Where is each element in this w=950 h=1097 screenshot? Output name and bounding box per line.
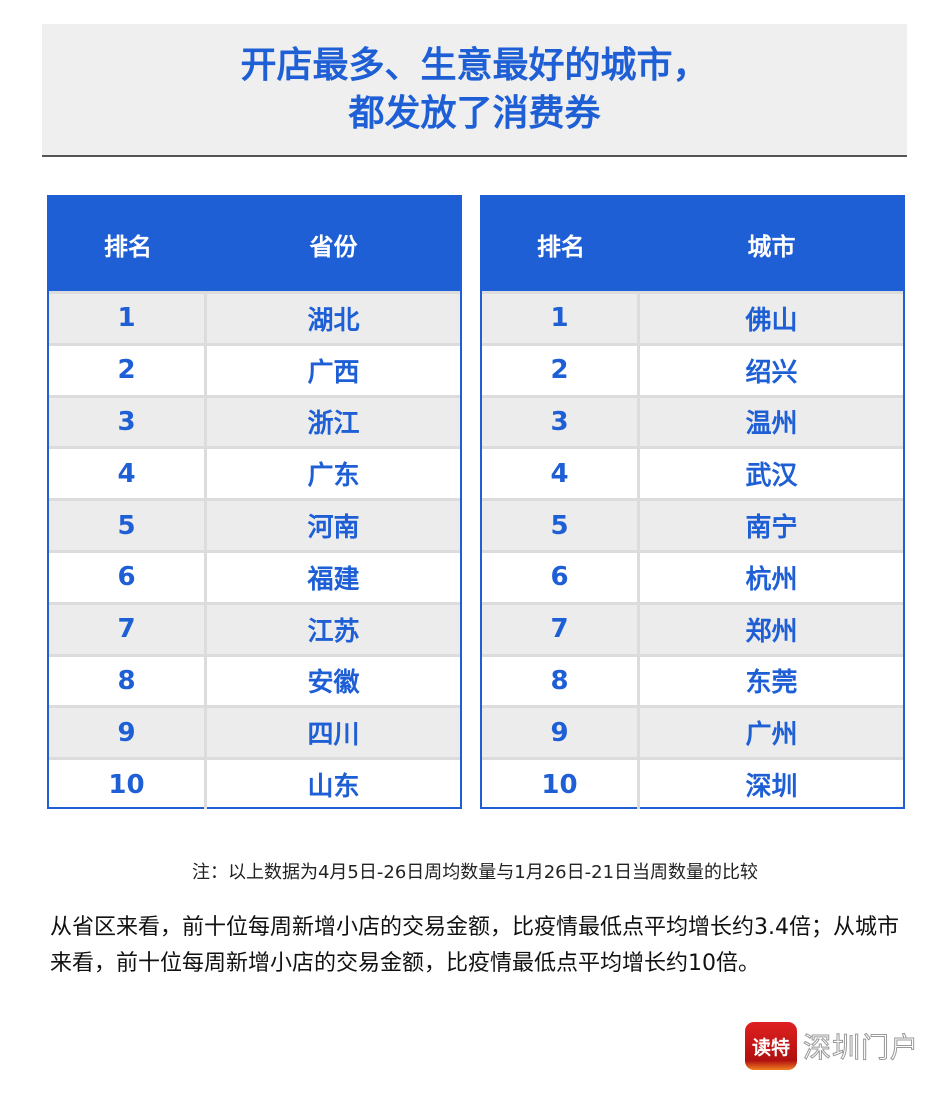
name-cell: 东莞 <box>745 668 798 699</box>
name-cell: 绍兴 <box>745 357 798 388</box>
table-row: 10 山东 <box>49 757 460 809</box>
rank-cell: 1 <box>49 294 207 343</box>
name-cell: 福建 <box>307 564 360 595</box>
logo: 读特 深圳门户 <box>745 1022 919 1070</box>
table-header: 排名 城市 <box>482 197 903 291</box>
rank-cell: 6 <box>49 552 207 602</box>
table-row: 6 福建 <box>49 549 460 602</box>
rank-cell: 8 <box>49 656 207 706</box>
table-row: 5 南宁 <box>482 498 903 550</box>
table-row: 3 温州 <box>482 394 903 447</box>
name-cell: 广东 <box>307 461 360 492</box>
name-cell: 深圳 <box>745 772 798 803</box>
rank-cell: 5 <box>482 501 640 550</box>
table-row: 6 杭州 <box>482 549 903 602</box>
title-banner: 开店最多、生意最好的城市， 都发放了消费券 <box>42 24 907 157</box>
table-row: 4 广东 <box>49 446 460 499</box>
name-cell: 江苏 <box>307 616 360 647</box>
name-cell: 南宁 <box>745 513 798 544</box>
table-row: 5 河南 <box>49 498 460 550</box>
name-cell: 佛山 <box>745 305 798 336</box>
rank-cell: 6 <box>482 552 640 602</box>
table-row: 2 绍兴 <box>482 342 903 395</box>
name-cell: 温州 <box>745 409 798 440</box>
province-ranking-table: 排名 省份 1 湖北 2 广西 3 浙江 4 广东 5 河南 6 福建 7 江苏 8 安徽 9 四川 10 山东 <box>47 195 462 809</box>
logo-badge: 读特 <box>745 1022 797 1070</box>
table-row: 1 佛山 <box>482 291 903 343</box>
rank-cell: 4 <box>482 449 640 499</box>
table-row: 10 深圳 <box>482 757 903 809</box>
table-row: 9 四川 <box>49 705 460 758</box>
rank-cell: 3 <box>49 397 207 447</box>
title-line-2: 都发放了消费券 <box>348 93 601 134</box>
header-name: 城市 <box>747 232 796 261</box>
table-row: 3 浙江 <box>49 394 460 447</box>
name-cell: 山东 <box>307 772 360 803</box>
table-header: 排名 省份 <box>49 197 460 291</box>
name-cell: 湖北 <box>307 305 360 336</box>
city-ranking-table: 排名 城市 1 佛山 2 绍兴 3 温州 4 武汉 5 南宁 6 杭州 7 郑州 8 东莞 9 广州 10 深圳 <box>480 195 905 809</box>
header-name: 省份 <box>309 232 358 261</box>
table-row: 2 广西 <box>49 342 460 395</box>
rank-cell: 10 <box>482 760 640 809</box>
rank-cell: 9 <box>482 708 640 758</box>
footnote: 注：以上数据为4月5日-26日周均数量与1月26日-21日当周数量的比较 <box>191 862 759 883</box>
name-cell: 四川 <box>307 720 360 751</box>
table-row: 7 郑州 <box>482 601 903 654</box>
rank-cell: 10 <box>49 760 207 809</box>
rank-cell: 3 <box>482 397 640 447</box>
header-rank: 排名 <box>104 232 152 261</box>
name-cell: 杭州 <box>745 564 798 595</box>
table-row: 8 安徽 <box>49 653 460 706</box>
name-cell: 浙江 <box>307 409 360 440</box>
name-cell: 武汉 <box>745 461 798 492</box>
name-cell: 河南 <box>307 513 360 544</box>
rank-cell: 4 <box>49 449 207 499</box>
table-row: 8 东莞 <box>482 653 903 706</box>
rank-cell: 2 <box>482 345 640 395</box>
name-cell: 郑州 <box>745 616 798 647</box>
logo-text: 深圳门户 <box>802 1031 920 1065</box>
name-cell: 广西 <box>307 357 360 388</box>
name-cell: 广州 <box>745 720 798 751</box>
rank-cell: 8 <box>482 656 640 706</box>
table-row: 1 湖北 <box>49 291 460 343</box>
name-cell: 安徽 <box>307 668 360 699</box>
rank-cell: 7 <box>49 604 207 654</box>
rank-cell: 1 <box>482 294 640 343</box>
summary-paragraph: 从省区来看，前十位每周新增小店的交易金额，比疫情最低点平均增长约3.4倍；从城市… <box>50 915 899 976</box>
table-row: 9 广州 <box>482 705 903 758</box>
title-line-1: 开店最多、生意最好的城市， <box>240 45 709 86</box>
header-rank: 排名 <box>537 232 585 261</box>
rank-cell: 2 <box>49 345 207 395</box>
rank-cell: 7 <box>482 604 640 654</box>
rank-cell: 5 <box>49 501 207 550</box>
rank-cell: 9 <box>49 708 207 758</box>
table-row: 7 江苏 <box>49 601 460 654</box>
table-row: 4 武汉 <box>482 446 903 499</box>
